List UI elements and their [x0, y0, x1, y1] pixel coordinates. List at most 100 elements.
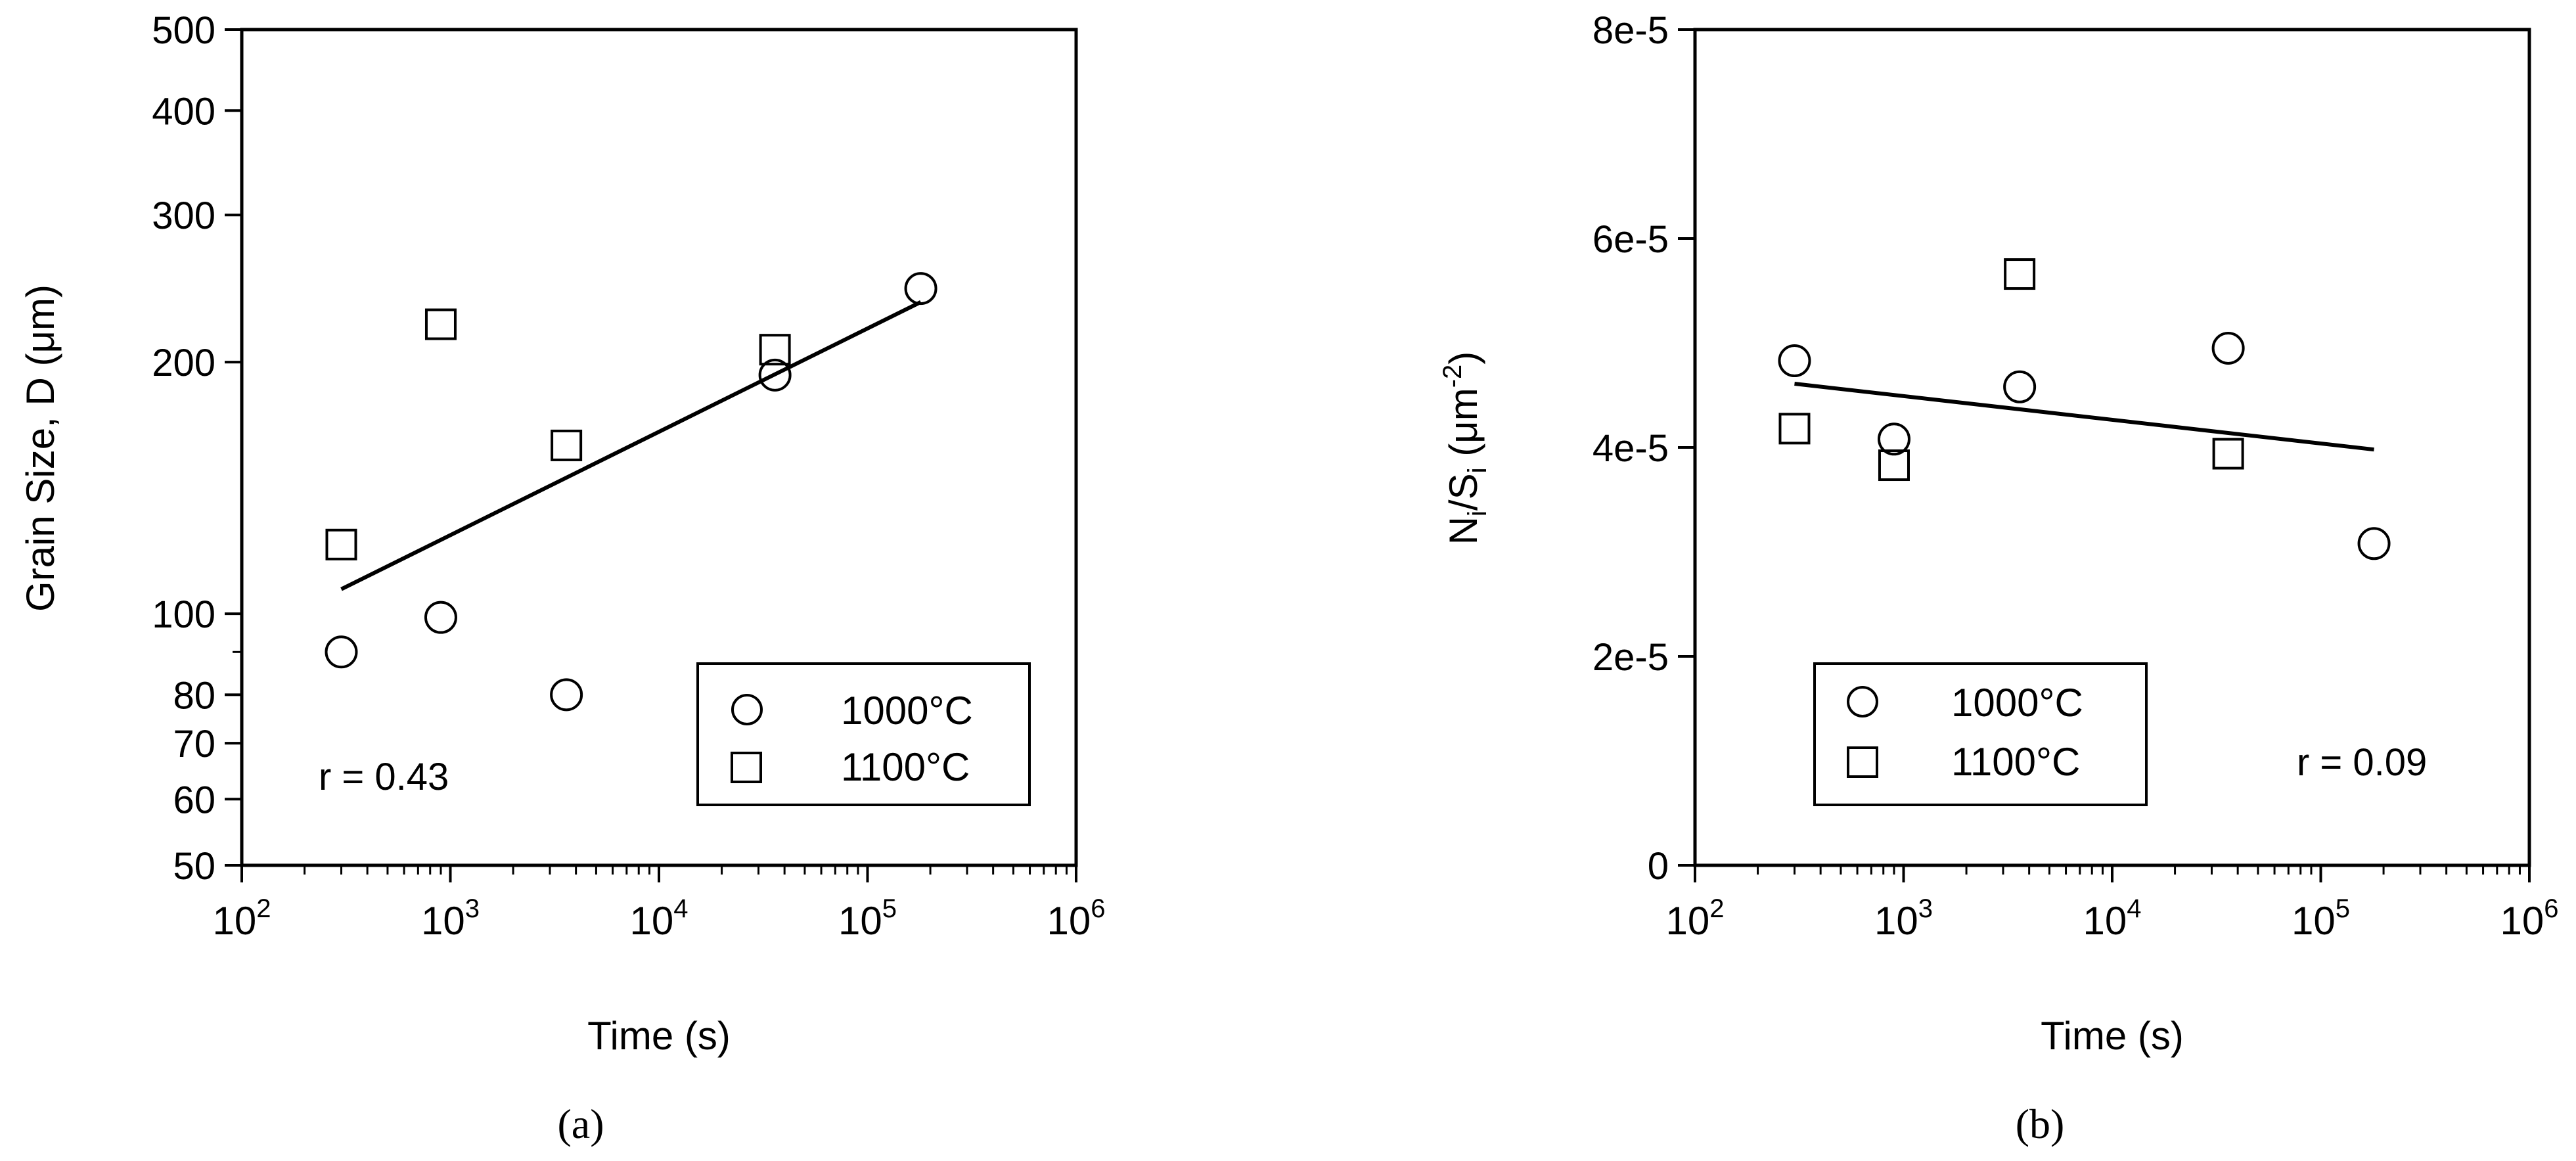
x-tick-label-exponent: 6 [1091, 894, 1105, 923]
y-tick-label: 100 [152, 593, 215, 636]
x-tick-label-base: 10 [421, 899, 465, 943]
data-point-square [2004, 258, 2036, 290]
correlation-annotation-a: r = 0.43 [319, 756, 449, 798]
correlation-annotation-b: r = 0.09 [2297, 741, 2427, 784]
x-tick-label: 104 [2083, 894, 2142, 943]
x-tick-label-base: 10 [1874, 899, 1918, 943]
data-points-b [1778, 258, 2391, 560]
y-tick-label: 6e-5 [1593, 218, 1669, 261]
y-tick-label: 2e-5 [1593, 636, 1669, 679]
x-tick-label: 104 [630, 894, 689, 943]
y-axis-label-b: Ni/Si (μm-2) [1438, 352, 1492, 545]
data-point-circle [904, 272, 938, 306]
y-axis-ticks-a [225, 28, 242, 867]
y-tick-label: 50 [173, 845, 215, 888]
data-point-circle [2357, 527, 2391, 560]
y-tick-label: 400 [152, 90, 215, 133]
x-tick-label: 106 [1047, 894, 1106, 943]
data-point-circle [550, 678, 583, 712]
data-point-square [1778, 413, 1811, 445]
x-tick-label-base: 10 [2292, 899, 2336, 943]
chart-panel-b: 102 103 104 105 106 02e-54e-56e-58e-5 1000°C… [1438, 9, 2559, 1147]
fit-line-a [340, 300, 922, 591]
x-tick-label: 103 [1874, 894, 1933, 943]
x-tick-label-exponent: 3 [1918, 894, 1933, 923]
x-tick-label-base: 10 [1666, 899, 1710, 943]
panel-label-b: (b) [2016, 1101, 2065, 1147]
x-tick-label-base: 10 [1047, 899, 1091, 943]
x-axis-label-a: Time (s) [587, 1014, 731, 1058]
x-tick-labels-a: 102 103 104 105 106 [213, 894, 1106, 943]
x-tick-label-exponent: 4 [673, 894, 688, 923]
y-tick-label: 70 [173, 723, 215, 765]
x-tick-label: 103 [421, 894, 480, 943]
data-point-circle [1877, 422, 1910, 456]
y-axis-label-a: Grain Size, D (μm) [18, 285, 62, 612]
data-point-circle [758, 358, 792, 392]
y-tick-label: 4e-5 [1593, 427, 1669, 470]
y-label-n: N [1441, 516, 1485, 545]
data-point-square [325, 528, 357, 560]
x-tick-label-exponent: 6 [2544, 894, 2558, 923]
x-tick-label-base: 10 [838, 899, 882, 943]
data-point-square [759, 334, 791, 366]
x-tick-label-base: 10 [2500, 899, 2544, 943]
data-point-circle [2211, 331, 2245, 365]
x-tick-label-exponent: 3 [465, 894, 480, 923]
legend-label-1000-b: 1000°C [1951, 681, 2083, 725]
y-label-s: /S [1441, 473, 1485, 511]
legend-circle-marker-a [731, 694, 763, 725]
y-tick-label: 80 [173, 674, 215, 717]
legend-box-b [1813, 662, 2148, 806]
data-point-square [551, 429, 583, 461]
y-tick-label: 200 [152, 342, 215, 384]
legend-a: 1000°C 1100°C [696, 662, 1031, 806]
x-tick-label: 102 [213, 894, 271, 943]
data-point-circle [1778, 344, 1811, 378]
data-point-circle [325, 635, 358, 669]
panel-label-a: (a) [557, 1101, 604, 1147]
y-tick-label: 500 [152, 9, 215, 52]
regression-line [340, 300, 922, 591]
x-tick-label-exponent: 2 [256, 894, 271, 923]
x-axis-label-b: Time (s) [2041, 1014, 2184, 1058]
legend-label-1100-a: 1100°C [841, 745, 970, 789]
legend-square-marker-b [1847, 746, 1878, 778]
y-tick-label: 0 [1648, 845, 1669, 888]
x-tick-label-exponent: 5 [2336, 894, 2350, 923]
data-points-a [325, 272, 938, 712]
data-point-square [1878, 449, 1910, 482]
data-point-square [424, 308, 457, 340]
x-tick-label: 102 [1666, 894, 1725, 943]
y-label-s-subscript: i [1463, 467, 1492, 473]
legend-circle-marker-b [1847, 686, 1878, 717]
y-label-close-paren: ) [1441, 352, 1485, 365]
x-tick-label: 106 [2500, 894, 2559, 943]
y-axis-ticks-b [1678, 28, 1695, 867]
regression-line [1794, 382, 2374, 452]
data-point-square [2212, 438, 2244, 470]
x-tick-label-exponent: 5 [882, 894, 897, 923]
x-tick-label: 105 [838, 894, 897, 943]
legend-label-1100-b: 1100°C [1951, 740, 2080, 784]
fit-line-b [1794, 382, 2374, 452]
x-axis-ticks-a [240, 865, 1077, 882]
legend-square-marker-a [731, 752, 762, 783]
x-tick-label-exponent: 2 [1709, 894, 1724, 923]
y-label-n-subscript: i [1463, 511, 1492, 516]
y-tick-label: 60 [173, 779, 215, 821]
x-tick-label-exponent: 4 [2127, 894, 2141, 923]
legend-label-1000-a: 1000°C [841, 689, 973, 733]
x-tick-label-base: 10 [2083, 899, 2127, 943]
chart-panel-a: 102 103 104 105 106 50607080100200300400500 … [18, 9, 1106, 1147]
x-tick-label: 105 [2292, 894, 2350, 943]
data-point-circle [2003, 370, 2037, 403]
x-axis-ticks-b [1694, 865, 2531, 882]
x-tick-label-base: 10 [213, 899, 257, 943]
y-tick-label: 300 [152, 194, 215, 237]
data-point-circle [424, 601, 457, 634]
legend-b: 1000°C 1100°C [1813, 662, 2148, 806]
y-tick-labels-b: 0 2e-5 4e-5 6e-5 8e-5 [1593, 9, 1669, 888]
